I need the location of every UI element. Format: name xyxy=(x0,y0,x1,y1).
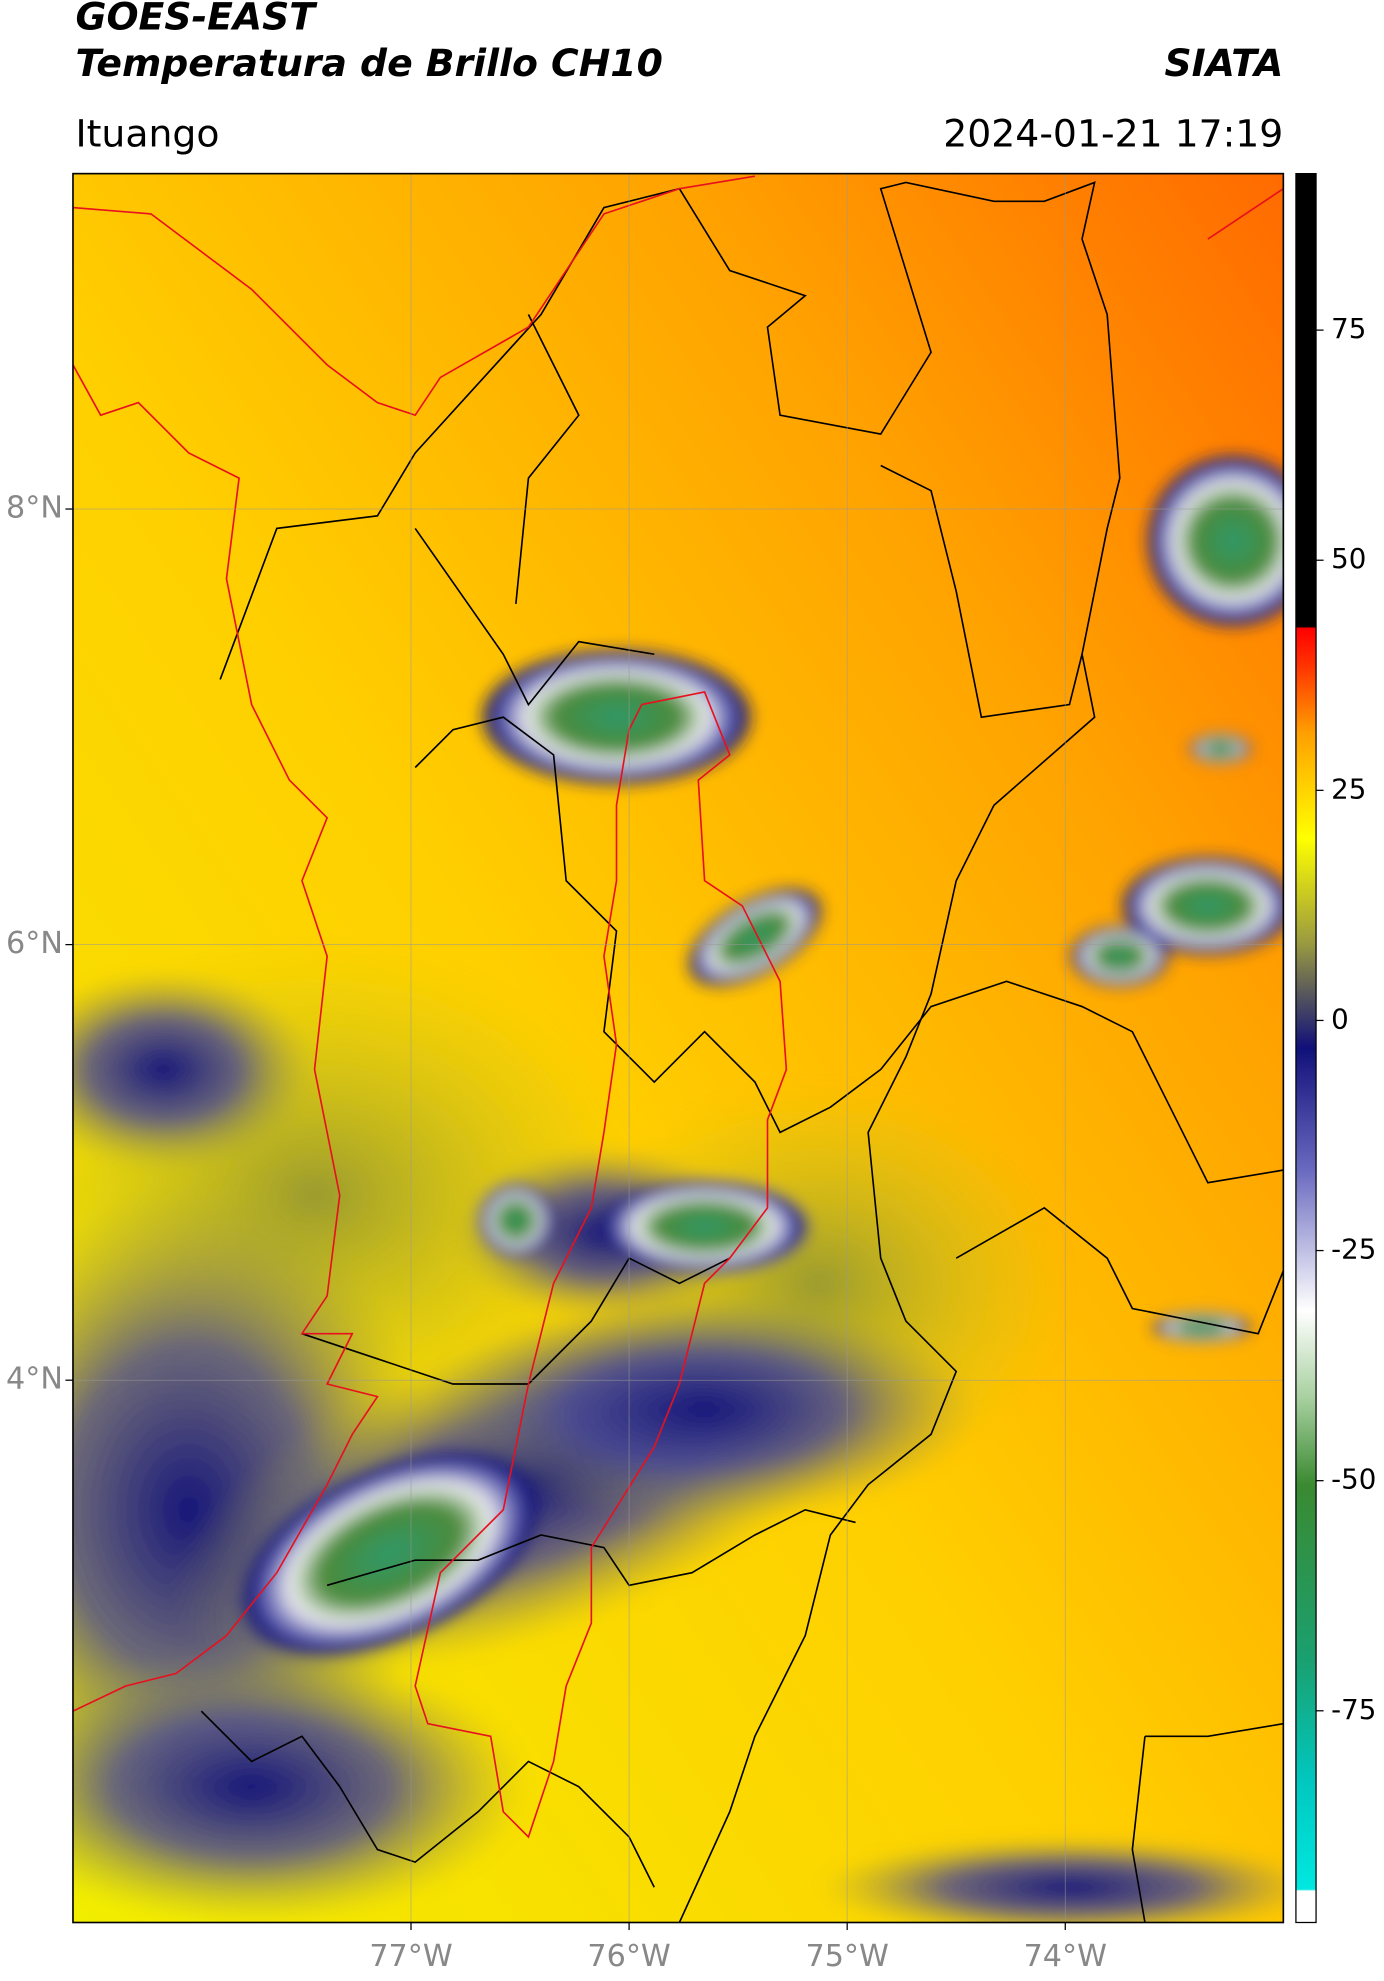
region: Ituango xyxy=(75,111,219,155)
grid xyxy=(72,173,1284,1923)
y-tick-label: 4°N xyxy=(6,1362,63,1397)
colorbar-tick-label: 50 xyxy=(1331,542,1366,575)
y-tick-label: 6°N xyxy=(6,926,63,961)
colorbar xyxy=(1295,172,1317,1924)
map-image xyxy=(72,173,1284,1923)
borders xyxy=(200,181,1284,1923)
x-tick-label: 77°W xyxy=(369,1939,452,1974)
colorbar-tick-label: 75 xyxy=(1331,312,1366,345)
x-tick-label: 74°W xyxy=(1024,1939,1107,1974)
colorbar-tick-label: -75 xyxy=(1331,1693,1376,1726)
subtitle: Temperatura de Brillo CH10 xyxy=(75,41,662,85)
y-tick-label: 8°N xyxy=(6,491,63,526)
colorbar-tick-label: -25 xyxy=(1331,1233,1376,1266)
x-tick-label: 76°W xyxy=(587,1939,670,1974)
x-tick-label: 75°W xyxy=(805,1939,888,1974)
source: SIATA xyxy=(1165,41,1284,85)
colorbar-tick-label: -50 xyxy=(1331,1463,1376,1496)
title: GOES-EAST xyxy=(75,0,318,38)
colorbar-tick-label: 0 xyxy=(1331,1002,1349,1035)
datetime: 2024-01-21 17:19 xyxy=(943,111,1283,155)
map-frame xyxy=(72,172,1285,1924)
colorbar-tick-label: 25 xyxy=(1331,772,1366,805)
cloud-layer xyxy=(72,452,1284,1923)
